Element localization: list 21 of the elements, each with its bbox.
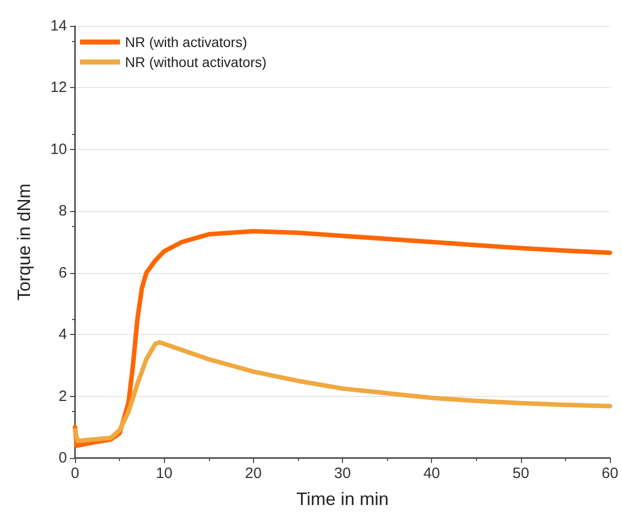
y-tick-label: 0 xyxy=(58,450,67,466)
y-axis-title: Torque in dNm xyxy=(14,183,34,301)
y-tick-label: 6 xyxy=(58,264,67,282)
y-tick-label: 14 xyxy=(50,18,67,34)
legend-label: NR (with activators) xyxy=(125,34,248,50)
x-tick-label: 0 xyxy=(70,465,80,482)
x-tick-label: 30 xyxy=(334,465,351,482)
y-tick-label: 10 xyxy=(50,140,67,158)
x-tick-label: 60 xyxy=(602,465,618,482)
y-tick-label: 12 xyxy=(50,79,67,96)
x-tick-label: 10 xyxy=(156,465,173,482)
line-series xyxy=(72,228,612,448)
y-tick-label: 4 xyxy=(58,326,67,344)
y-tick-label: 2 xyxy=(58,388,67,405)
x-tick-label: 50 xyxy=(512,465,530,482)
x-axis-title: Time in min xyxy=(296,489,389,509)
x-tick-label: 20 xyxy=(244,465,262,482)
line-series xyxy=(72,340,612,444)
x-tick-label: 40 xyxy=(423,465,440,482)
y-tick-label: 8 xyxy=(58,202,67,220)
legend-label: NR (without activators) xyxy=(125,54,267,70)
